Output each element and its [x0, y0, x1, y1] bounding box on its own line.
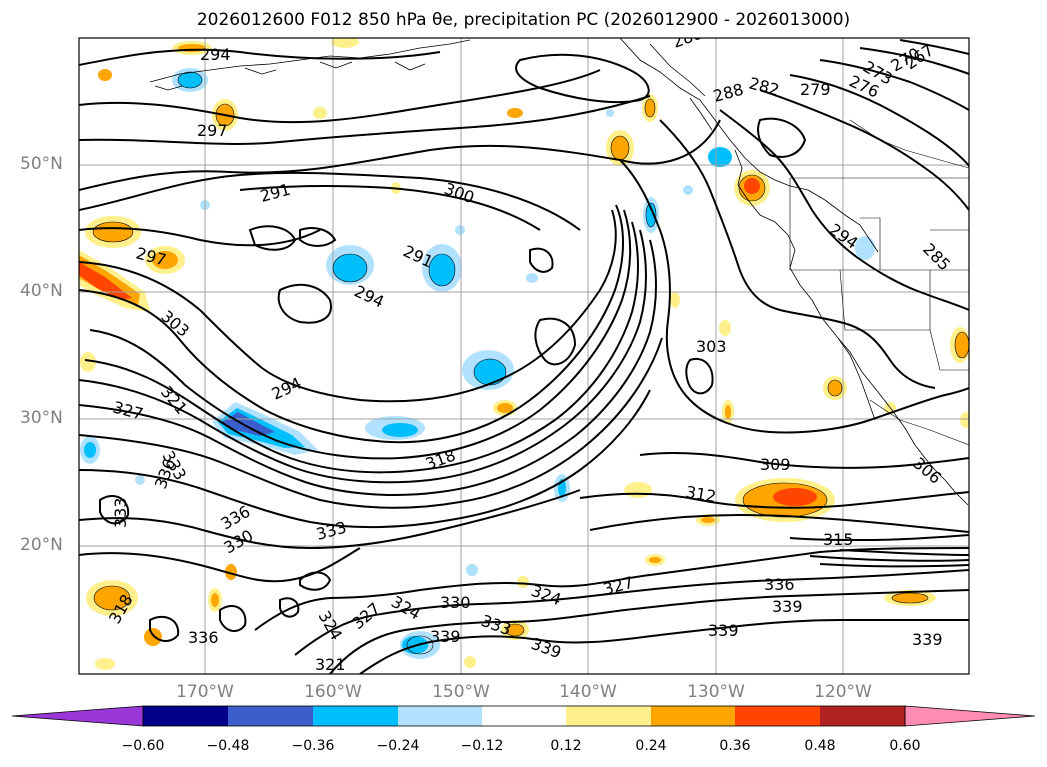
- contour-label: 315: [823, 530, 854, 549]
- contour-label: 321: [315, 655, 346, 674]
- contour-label: 294: [200, 45, 231, 64]
- contour-label: 333: [111, 497, 130, 528]
- contour-label: 339: [912, 630, 943, 649]
- contour-label: 339: [772, 597, 803, 616]
- contour-label: 309: [760, 455, 791, 474]
- colorbar-tick-label: −0.12: [460, 738, 504, 754]
- contour-label: 303: [696, 337, 727, 356]
- lat-label-40n: 40°N: [20, 281, 63, 301]
- colorbar-tick-label: 0.60: [889, 738, 921, 754]
- lon-label-160w: 160°W: [304, 682, 362, 702]
- colorbar-tick-label: −0.36: [291, 738, 335, 754]
- colorbar-tick-label: −0.60: [121, 738, 165, 754]
- contour-label: 336: [188, 628, 219, 647]
- contour-label: 279: [800, 80, 831, 99]
- lon-label-150w: 150°W: [432, 682, 490, 702]
- coastlines: [149, 38, 969, 506]
- colorbar-extend-high: [904, 705, 1036, 727]
- colorbar-bin: [820, 706, 905, 726]
- colorbar-bin: [228, 706, 313, 726]
- colorbar-tick-label: 0.36: [719, 738, 751, 754]
- graticule: [79, 38, 969, 674]
- contour-label: 339: [430, 627, 461, 646]
- lat-label-50n: 50°N: [20, 154, 63, 174]
- colorbar-tick-label: 0.48: [804, 738, 836, 754]
- contour-label: 297: [197, 121, 228, 140]
- colorbar-extend-low: [11, 705, 144, 727]
- lon-label-140w: 140°W: [559, 682, 617, 702]
- colorbar-tick-label: 0.24: [635, 738, 667, 754]
- contour-label: 336: [764, 575, 795, 594]
- contour-label: 339: [708, 621, 739, 640]
- contour-label: 330: [440, 593, 471, 612]
- colorbar-bin: [735, 706, 820, 726]
- colorbar-tick-label: −0.24: [376, 738, 420, 754]
- map-title: 2026012600 F012 850 hPa θe, precipitatio…: [196, 10, 851, 30]
- colorbar-tick-label: 0.12: [550, 738, 582, 754]
- colorbar-tick-label: −0.48: [206, 738, 250, 754]
- colorbar-bin: [143, 706, 228, 726]
- colorbar-bin: [313, 706, 398, 726]
- colorbar-bin: [651, 706, 735, 726]
- colorbar: [11, 705, 1036, 727]
- lat-label-20n: 20°N: [20, 535, 63, 555]
- lon-label-130w: 130°W: [687, 682, 745, 702]
- lon-label-120w: 120°W: [814, 682, 872, 702]
- lon-label-170w: 170°W: [176, 682, 234, 702]
- colorbar-bin: [482, 706, 566, 726]
- theta-e-contours: [79, 39, 969, 674]
- colorbar-bin: [398, 706, 482, 726]
- colorbar-bin: [566, 706, 651, 726]
- map-frame: [78, 37, 970, 675]
- lat-label-30n: 30°N: [20, 408, 63, 428]
